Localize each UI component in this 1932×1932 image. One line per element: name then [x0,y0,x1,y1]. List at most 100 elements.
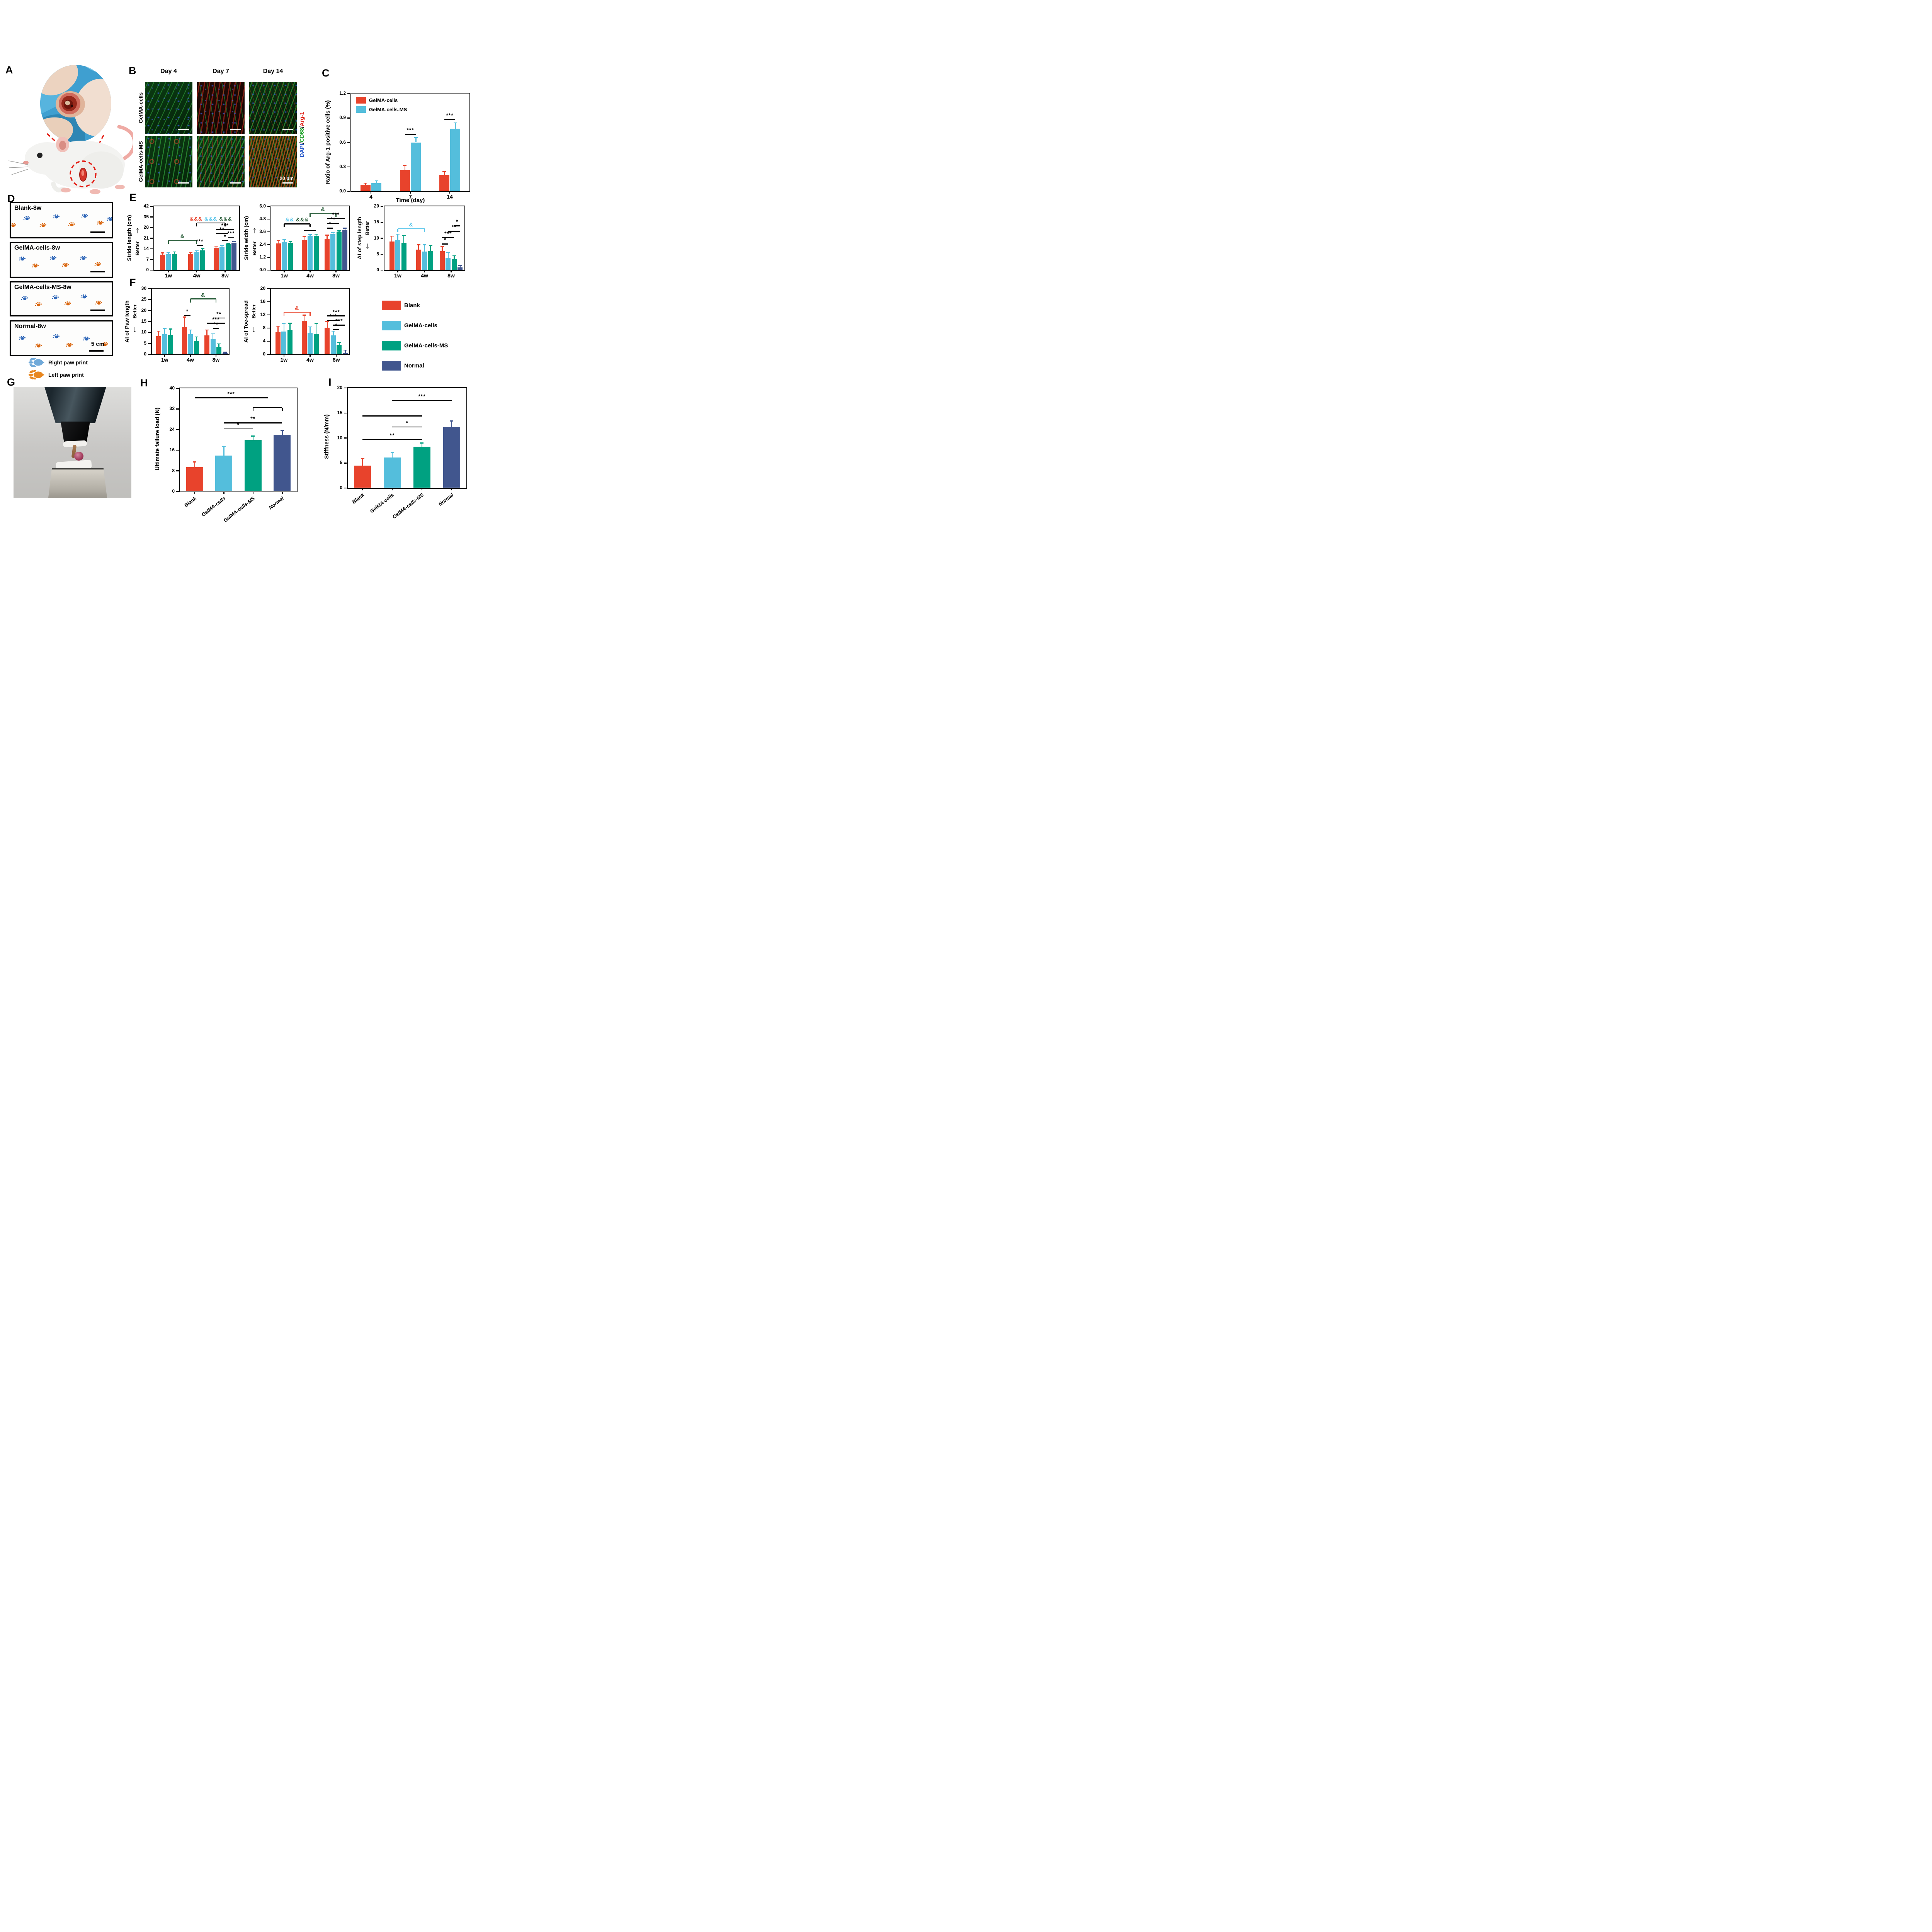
sig-annotation-label: ** [213,321,219,328]
error-bar-cap [390,452,394,453]
error-bar [196,337,197,341]
sig-annotation-label: * [224,233,226,240]
y-tick [176,449,179,451]
sig-annotation-line [398,228,425,229]
panel-label-d: D [7,193,15,204]
sig-annotation-line [213,328,219,329]
y-tick [381,222,383,223]
sig-annotation-label: *** [212,316,220,322]
sig-annotation-line [392,400,452,401]
y-tick [176,408,179,410]
y-tick-label: 10 [337,435,342,440]
sig-annotation-line [216,229,234,230]
error-bar [403,235,405,243]
error-bar-cap [232,241,236,242]
bar [222,353,228,354]
error-bar-cap [314,233,318,235]
bar [215,455,233,491]
error-bar-cap [276,240,280,241]
bar [204,335,210,354]
y-tick [267,218,270,220]
y-tick-label: 0 [172,488,175,494]
bar [400,170,410,191]
sig-annotation-part: && [285,216,296,223]
bar [301,321,307,354]
sig-annotation-line [333,325,345,326]
x-category-label: 1w [394,272,401,279]
sig-annotation-drop [190,299,191,303]
y-tick [148,310,151,311]
sig-annotation-line [253,407,282,408]
x-tick [391,488,393,490]
y-tick-label: 5 [144,340,146,346]
sig-annotation-part: &&& [204,216,219,222]
bar [200,250,205,270]
x-category-label: 8w [332,357,340,363]
error-bar [190,252,191,254]
micrograph-gelma-cells-day7 [197,82,245,134]
y-tick [148,354,151,355]
error-bar [345,350,346,353]
y-tick-label: 42 [143,203,149,209]
chart-ultimate-failure-load: 0 8 16 24 32 40 Blank GelMA-cells GelMA-cells-MS… [170,385,298,523]
sig-annotation-label: & [321,206,325,212]
x-tick [424,270,425,272]
bar [194,340,199,354]
sig-annotation-line [392,426,422,428]
bar [231,242,237,270]
sig-annotation-label: & [180,233,185,240]
y-tick [176,470,179,471]
micrograph-gelma-cells-ms-day4 [145,136,192,187]
error-bar [218,344,219,347]
error-bar-cap [282,239,286,240]
x-category-label: 8w [221,272,229,279]
f1-ylabel: AI of Paw length [124,300,130,343]
y-tick [267,314,270,316]
sig-annotation-label: *** [227,390,235,397]
bar [371,183,382,191]
x-category-label: 4w [193,272,201,279]
scalebar [89,350,104,352]
scalebar-label: 20 μm [279,176,294,181]
error-bar-cap [429,245,432,246]
y-tick [176,388,179,389]
sig-annotation-line [213,317,225,319]
legend-swatch [382,301,401,310]
y-tick-label: 0.6 [339,139,346,145]
error-bar [233,241,235,243]
sig-annotation-line [405,134,416,135]
error-bar [332,232,333,234]
y-tick-label: 24 [169,426,175,432]
day14-header: Day 14 [263,68,283,75]
x-tick [310,270,311,272]
chart-ai-paw-length: 0 5 10 15 20 25 30 1w 4w 8w * & ** *** ** [141,286,230,363]
sig-annotation-label: *** [332,211,340,218]
e3-better-arrow: ↓ [365,241,370,250]
bar [342,230,348,270]
sig-annotation-label: * [328,221,332,227]
sig-annotation-drop [282,408,283,412]
error-bar [459,265,461,268]
y-tick-label: 28 [143,224,149,230]
sig-annotation-drop [310,224,311,228]
y-tick [148,321,151,322]
bar [274,435,291,491]
scalebar [282,128,293,130]
error-bar [162,253,163,255]
y-tick-label: 3.6 [259,229,266,234]
bar [244,440,262,491]
y-tick [347,142,350,143]
error-bar [376,180,377,183]
legend-swatch [382,361,401,371]
error-bar-cap [325,235,329,236]
y-tick-label: 0.0 [339,188,346,194]
y-tick-label: 0.0 [259,267,266,272]
pawprint-panel-gelma-cells-ms-8w: GelMA-cells-MS-8w [10,281,113,316]
c-xlabel: Time (day) [396,197,425,204]
error-bar-cap [343,228,347,229]
error-bar [365,183,366,185]
sig-annotation-label: *** [227,230,235,236]
x-tick [190,354,191,357]
y-tick [381,206,383,207]
legend-swatch [382,321,401,330]
